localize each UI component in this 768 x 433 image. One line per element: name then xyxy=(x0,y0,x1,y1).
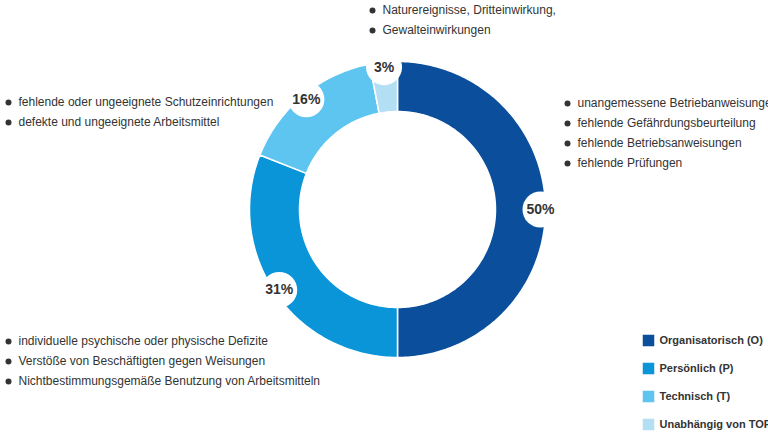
svg-text:50%: 50% xyxy=(526,201,555,217)
svg-text:Unabhängig von TOP (U): Unabhängig von TOP (U) xyxy=(660,418,768,430)
svg-text:fehlende Prüfungen: fehlende Prüfungen xyxy=(578,156,683,170)
svg-text:Nichtbestimmungsgemäße Benutzu: Nichtbestimmungsgemäße Benutzung von Arb… xyxy=(19,374,320,388)
svg-text:Naturereignisse, Dritteinwirku: Naturereignisse, Dritteinwirkung, xyxy=(383,3,556,17)
svg-text:Technisch (T): Technisch (T) xyxy=(660,390,731,402)
svg-text:Persönlich (P): Persönlich (P) xyxy=(660,362,734,374)
svg-text:unangemessene Betriebanweisung: unangemessene Betriebanweisungen xyxy=(578,96,768,110)
svg-text:defekte und ungeeignete Arbeit: defekte und ungeeignete Arbeitsmittel xyxy=(19,115,220,129)
svg-text:16%: 16% xyxy=(292,91,321,107)
svg-text:fehlende Gefährdungsbeurteilun: fehlende Gefährdungsbeurteilung xyxy=(578,116,756,130)
svg-text:fehlende Betriebsanweisungen: fehlende Betriebsanweisungen xyxy=(578,136,742,150)
svg-text:Organisatorisch (O): Organisatorisch (O) xyxy=(660,334,764,346)
svg-text:31%: 31% xyxy=(265,281,294,297)
svg-text:Gewalteinwirkungen: Gewalteinwirkungen xyxy=(383,23,491,37)
svg-text:individuelle psychische oder p: individuelle psychische oder physische D… xyxy=(19,334,269,348)
svg-text:fehlende oder ungeeignete Schu: fehlende oder ungeeignete Schutzeinricht… xyxy=(19,95,274,109)
svg-text:3%: 3% xyxy=(374,59,395,75)
svg-text:Verstöße von Beschäftigten geg: Verstöße von Beschäftigten gegen Weisung… xyxy=(19,354,266,368)
